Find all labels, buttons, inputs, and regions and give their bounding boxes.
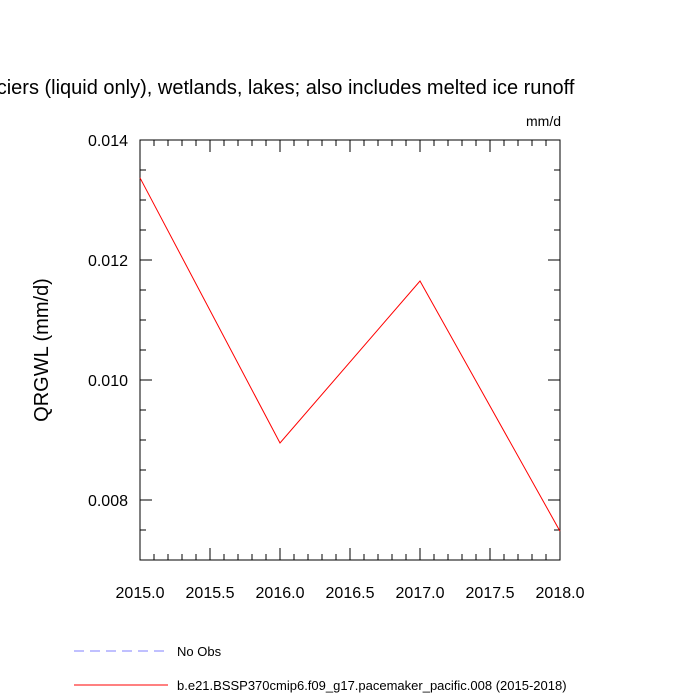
plot-frame [139,139,561,561]
x-tick-label: 2015.5 [186,585,235,602]
y-tick-label: 0.014 [88,133,128,150]
x-tick-label: 2016.5 [326,585,375,602]
y-tick-labels: 0.008 0.010 0.012 0.014 [88,133,128,510]
x-tick-labels: 2015.0 2015.5 2016.0 2016.5 2017.0 2017.5 2018… [116,585,585,602]
x-tick-label: 2016.0 [256,585,305,602]
minor-ticks [140,140,560,561]
major-ticks [139,139,561,560]
x-tick-label: 2017.5 [466,585,515,602]
x-tick-label: 2018.0 [536,585,585,602]
x-tick-label: 2017.0 [396,585,445,602]
series-line-1 [139,177,561,532]
y-tick-label: 0.012 [88,253,128,270]
y-axis-title: QRGWL (mm/d) [31,278,53,422]
x-tick-label: 2015.0 [116,585,165,602]
y-tick-label: 0.010 [88,373,128,390]
legend-label: b.e21.BSSP370cmip6.f09_g17.pacemaker_pac… [177,678,567,693]
legend: No Obs b.e21.BSSP370cmip6.f09_g17.pacemak… [74,644,567,693]
series-layer [139,177,561,532]
legend-label: No Obs [177,644,222,659]
y-tick-label: 0.008 [88,493,128,510]
units-label: mm/d [526,113,561,129]
chart-title: aciers (liquid only), wetlands, lakes; a… [0,77,575,99]
